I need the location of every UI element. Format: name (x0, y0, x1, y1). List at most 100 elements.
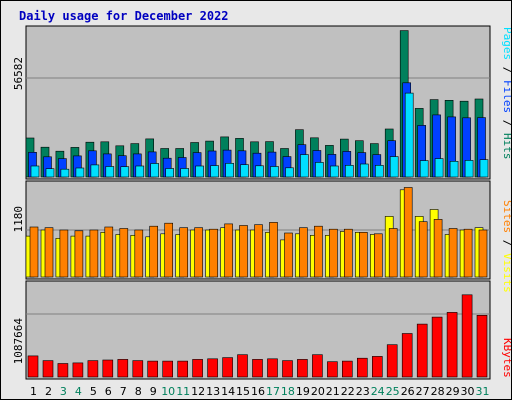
legend-sep-3: / (501, 240, 511, 247)
pages-bar-day-7 (120, 166, 130, 178)
sites-bar-day-24 (373, 233, 383, 278)
kbytes-bar-day-31 (476, 314, 488, 378)
sites-bar-day-27 (418, 221, 428, 278)
pages-bar-day-25 (389, 156, 399, 178)
pages-bar-day-10 (165, 168, 174, 178)
pages-bar-day-2 (45, 168, 55, 178)
kbytes-bar-day-2 (42, 360, 54, 378)
hits-ymax-label: 56582 (12, 57, 25, 90)
day-label-16: 16 (251, 385, 265, 398)
pages-bar-day-16 (255, 165, 264, 178)
day-label-13: 13 (206, 385, 220, 398)
pages-bar-day-1 (30, 165, 40, 178)
day-label-23: 23 (356, 385, 370, 398)
pages-bar-day-8 (135, 165, 145, 178)
pages-bar-day-21 (330, 165, 339, 178)
sites-bar-day-21 (329, 228, 338, 278)
kbytes-bar-day-10 (162, 360, 173, 378)
kbytes-bar-day-8 (132, 360, 144, 378)
kbytes-bar-day-9 (147, 360, 158, 378)
legend-sites: Sites (501, 200, 511, 233)
pages-bar-day-23 (359, 163, 369, 178)
pages-bar-day-18 (285, 167, 294, 178)
day-label-17: 17 (266, 385, 280, 398)
kbytes-bar-day-23 (356, 357, 368, 378)
kbytes-bar-day-30 (461, 294, 473, 378)
day-label-9: 9 (150, 385, 157, 398)
legend-sep-1: / (501, 67, 511, 74)
sites-bar-day-1 (29, 226, 39, 278)
sites-bar-day-16 (254, 224, 263, 278)
kbytes-bar-day-5 (87, 360, 99, 378)
kbytes-bar-day-6 (102, 359, 114, 378)
sites-bar-day-26 (403, 187, 413, 278)
day-label-1: 1 (30, 385, 37, 398)
chart-bars (25, 30, 489, 378)
sites-bar-day-2 (44, 227, 54, 278)
pages-bar-day-24 (374, 165, 384, 178)
sites-bar-day-25 (388, 228, 398, 278)
sites-bar-day-14 (224, 223, 233, 278)
day-label-2: 2 (45, 385, 52, 398)
day-label-11: 11 (176, 385, 190, 398)
legend-kbytes: KBytes (501, 338, 511, 378)
pages-bar-day-17 (270, 166, 279, 178)
day-label-7: 7 (120, 385, 127, 398)
day-label-24: 24 (371, 385, 385, 398)
kbytes-bar-day-16 (252, 359, 263, 378)
sites-bar-day-30 (463, 228, 473, 278)
kbytes-bar-day-20 (312, 354, 323, 378)
kbytes-bar-day-18 (282, 360, 293, 378)
kbytes-bar-day-25 (386, 344, 398, 378)
sites-bar-day-28 (433, 219, 443, 278)
sites-bar-day-7 (119, 228, 129, 278)
kbytes-legend: KBytes (501, 338, 511, 378)
kbytes-bar-day-19 (297, 359, 308, 378)
day-label-8: 8 (135, 385, 142, 398)
sites-bar-day-18 (284, 232, 293, 278)
pages-bar-day-14 (225, 163, 234, 178)
day-label-21: 21 (326, 385, 340, 398)
day-label-19: 19 (296, 385, 310, 398)
sites-bar-day-12 (194, 227, 203, 278)
chart-title: Daily usage for December 2022 (19, 9, 229, 23)
pages-bar-day-15 (240, 164, 249, 178)
day-label-3: 3 (60, 385, 67, 398)
kbytes-bar-day-14 (222, 357, 233, 378)
visits-legend: Sites / Visits (501, 200, 511, 293)
day-label-22: 22 (341, 385, 355, 398)
sites-bar-day-8 (134, 229, 144, 278)
sites-bar-day-9 (149, 225, 158, 278)
kbytes-ymax-label: 1087664 (12, 318, 25, 365)
day-label-25: 25 (386, 385, 400, 398)
day-label-5: 5 (90, 385, 97, 398)
pages-bar-day-26 (404, 92, 414, 178)
kbytes-bar-day-11 (177, 360, 188, 378)
day-label-10: 10 (161, 385, 175, 398)
pages-bar-day-19 (300, 154, 309, 178)
kbytes-bar-day-7 (117, 359, 129, 378)
pages-bar-day-30 (464, 160, 474, 178)
sites-bar-day-5 (89, 229, 99, 278)
day-label-29: 29 (446, 385, 460, 398)
sites-bar-day-31 (478, 229, 488, 278)
kbytes-bar-day-1 (27, 355, 39, 378)
day-label-6: 6 (105, 385, 112, 398)
sites-bar-day-6 (104, 226, 114, 278)
sites-bar-day-4 (74, 230, 84, 278)
sites-bar-day-11 (179, 227, 188, 278)
kbytes-bar-day-26 (401, 333, 413, 378)
sites-bar-day-22 (343, 228, 353, 278)
pages-bar-day-31 (479, 159, 489, 178)
pages-bar-day-11 (180, 168, 189, 178)
sites-bar-day-20 (314, 225, 323, 278)
kbytes-bar-day-3 (57, 363, 69, 378)
pages-bar-day-4 (75, 167, 85, 178)
day-label-27: 27 (416, 385, 430, 398)
sites-bar-day-17 (269, 222, 278, 278)
legend-sep-2: / (501, 120, 511, 127)
day-label-26: 26 (401, 385, 415, 398)
sites-bar-day-13 (209, 228, 218, 278)
day-label-14: 14 (221, 385, 235, 398)
